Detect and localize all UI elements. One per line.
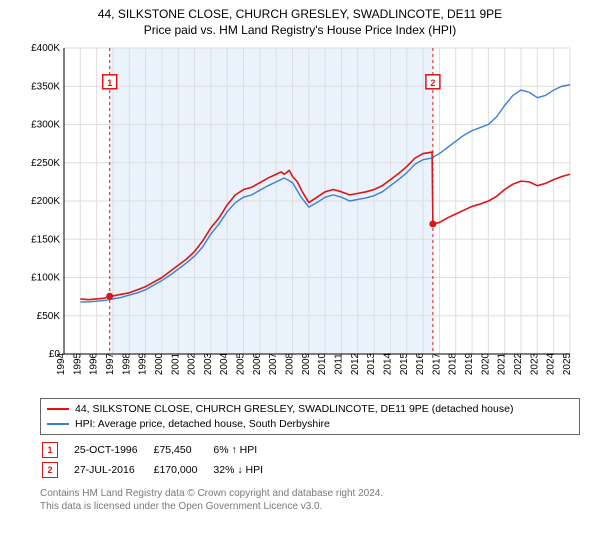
title-line-2: Price paid vs. HM Land Registry's House …: [0, 22, 600, 38]
svg-text:2024: 2024: [546, 353, 557, 376]
svg-text:£100K: £100K: [31, 273, 60, 284]
chart-title: 44, SILKSTONE CLOSE, CHURCH GRESLEY, SWA…: [0, 0, 600, 38]
svg-text:£50K: £50K: [37, 311, 61, 322]
svg-text:1994: 1994: [56, 353, 67, 376]
legend-swatch-subject: [47, 408, 69, 410]
svg-text:2003: 2003: [203, 353, 214, 376]
svg-text:2013: 2013: [366, 353, 377, 376]
svg-text:2005: 2005: [236, 353, 247, 376]
svg-text:2022: 2022: [513, 353, 524, 376]
svg-text:1995: 1995: [72, 353, 83, 376]
legend: 44, SILKSTONE CLOSE, CHURCH GRESLEY, SWA…: [40, 398, 580, 434]
svg-text:2015: 2015: [399, 353, 410, 376]
transaction-row: 2 27-JUL-2016 £170,000 32% ↓ HPI: [42, 461, 277, 479]
transaction-marker-2: 2: [42, 462, 58, 478]
legend-swatch-hpi: [47, 423, 69, 425]
legend-label-hpi: HPI: Average price, detached house, Sout…: [75, 417, 330, 431]
svg-text:2017: 2017: [431, 353, 442, 376]
svg-text:2007: 2007: [268, 353, 279, 376]
svg-text:2014: 2014: [382, 353, 393, 376]
svg-text:2002: 2002: [187, 353, 198, 376]
svg-text:£200K: £200K: [31, 196, 60, 207]
legend-row-subject: 44, SILKSTONE CLOSE, CHURCH GRESLEY, SWA…: [47, 402, 573, 416]
svg-text:2010: 2010: [317, 353, 328, 376]
svg-text:2: 2: [430, 78, 435, 88]
svg-text:2025: 2025: [562, 353, 573, 376]
attribution-line-2: This data is licensed under the Open Gov…: [40, 500, 580, 513]
transaction-date: 27-JUL-2016: [74, 461, 152, 479]
svg-text:2019: 2019: [464, 353, 475, 376]
svg-text:£250K: £250K: [31, 158, 60, 169]
svg-text:2001: 2001: [170, 353, 181, 376]
svg-text:1: 1: [107, 78, 112, 88]
transaction-marker-1: 1: [42, 442, 58, 458]
transaction-delta: 6% ↑ HPI: [213, 441, 277, 459]
transactions-table: 1 25-OCT-1996 £75,450 6% ↑ HPI 2 27-JUL-…: [40, 439, 279, 481]
attribution-line-1: Contains HM Land Registry data © Crown c…: [40, 487, 580, 500]
chart-svg: £0£50K£100K£150K£200K£250K£300K£350K£400…: [20, 42, 580, 392]
transaction-price: £170,000: [154, 461, 212, 479]
svg-text:£150K: £150K: [31, 235, 60, 246]
svg-text:2000: 2000: [154, 353, 165, 376]
svg-text:2021: 2021: [497, 353, 508, 376]
svg-text:£400K: £400K: [31, 43, 60, 54]
svg-text:1996: 1996: [89, 353, 100, 376]
svg-text:2016: 2016: [415, 353, 426, 376]
transaction-date: 25-OCT-1996: [74, 441, 152, 459]
svg-text:2006: 2006: [252, 353, 263, 376]
svg-text:1998: 1998: [121, 353, 132, 376]
transaction-delta: 32% ↓ HPI: [213, 461, 277, 479]
svg-text:2023: 2023: [529, 353, 540, 376]
svg-text:2020: 2020: [480, 353, 491, 376]
svg-text:2004: 2004: [219, 353, 230, 376]
svg-text:2018: 2018: [448, 353, 459, 376]
svg-text:2012: 2012: [350, 353, 361, 376]
svg-text:1999: 1999: [138, 353, 149, 376]
price-chart: £0£50K£100K£150K£200K£250K£300K£350K£400…: [20, 42, 580, 392]
svg-text:£350K: £350K: [31, 82, 60, 93]
attribution: Contains HM Land Registry data © Crown c…: [40, 487, 580, 513]
svg-text:2011: 2011: [333, 353, 344, 375]
transaction-price: £75,450: [154, 441, 212, 459]
legend-label-subject: 44, SILKSTONE CLOSE, CHURCH GRESLEY, SWA…: [75, 402, 513, 416]
svg-text:2008: 2008: [285, 353, 296, 376]
legend-row-hpi: HPI: Average price, detached house, Sout…: [47, 417, 573, 431]
title-line-1: 44, SILKSTONE CLOSE, CHURCH GRESLEY, SWA…: [0, 6, 600, 22]
svg-text:1997: 1997: [105, 353, 116, 376]
svg-text:2009: 2009: [301, 353, 312, 376]
svg-text:£300K: £300K: [31, 120, 60, 131]
transaction-row: 1 25-OCT-1996 £75,450 6% ↑ HPI: [42, 441, 277, 459]
